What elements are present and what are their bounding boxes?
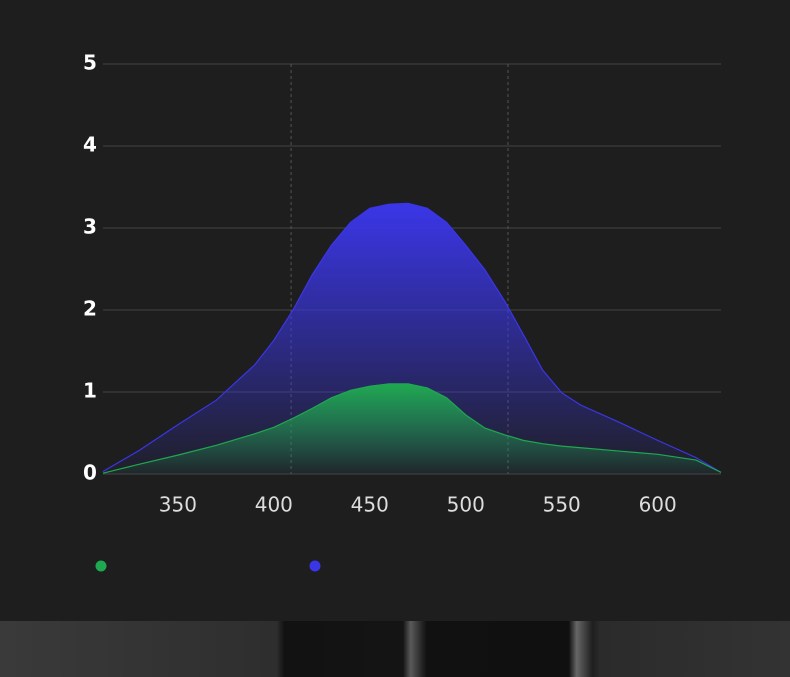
y-tick-label: 5 — [83, 51, 97, 75]
y-tick-label: 1 — [83, 379, 97, 403]
x-tick-label: 450 — [351, 493, 389, 517]
x-tick-label: 400 — [255, 493, 293, 517]
legend-marker — [309, 560, 321, 572]
x-tick-label: 550 — [543, 493, 581, 517]
y-tick-label: 0 — [83, 461, 97, 485]
line — [102, 383, 722, 474]
legend-marker — [95, 560, 107, 572]
chart: 0 1 2 3 4 5 350 400 450 500 550 600 — [83, 51, 722, 572]
x-tick-label: 350 — [159, 493, 197, 517]
y-tick-label: 3 — [83, 215, 97, 239]
y-tick-label: 2 — [83, 297, 97, 321]
background-strip — [0, 621, 790, 677]
area — [103, 203, 721, 474]
area — [103, 383, 721, 474]
x-tick-label: 500 — [447, 493, 485, 517]
y-tick-label: 4 — [83, 133, 97, 157]
x-tick-label: 600 — [639, 493, 677, 517]
line — [102, 202, 722, 473]
